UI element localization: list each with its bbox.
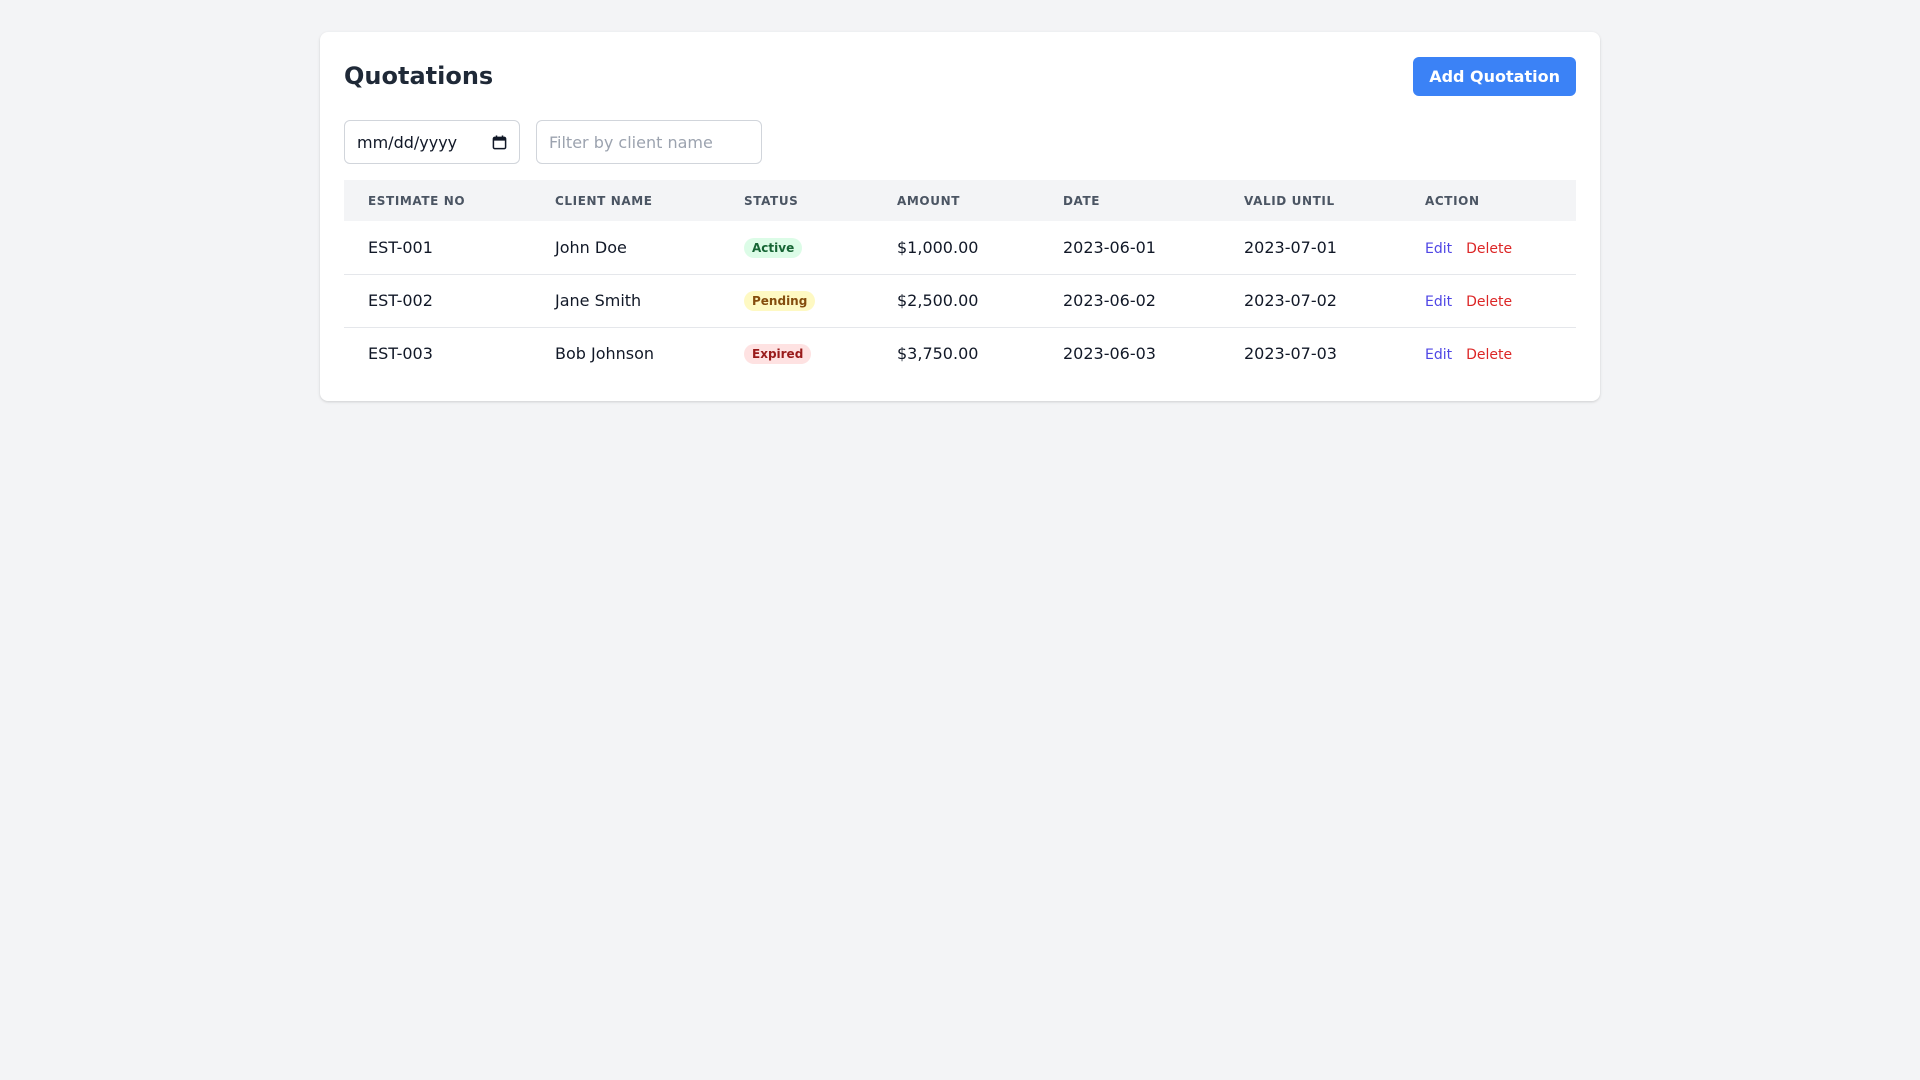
- status-badge: Expired: [744, 344, 812, 365]
- column-header-amount: AMOUNT: [897, 193, 961, 208]
- column-header-client-name: CLIENT NAME: [555, 193, 653, 208]
- table-header-row: ESTIMATE NO CLIENT NAME STATUS AMOUNT DA…: [344, 180, 1576, 221]
- calendar-icon[interactable]: [492, 134, 507, 150]
- amount-cell: $2,500.00: [897, 291, 979, 310]
- filters-bar: mm/dd/yyyy: [344, 120, 1576, 164]
- action-cell: Edit Delete: [1401, 327, 1576, 380]
- card-header: Quotations Add Quotation: [344, 56, 1576, 96]
- action-cell: Edit Delete: [1401, 274, 1576, 327]
- date-cell: 2023-06-03: [1063, 344, 1156, 364]
- add-quotation-button[interactable]: Add Quotation: [1413, 56, 1576, 96]
- client-name-cell: Bob Johnson: [555, 344, 655, 364]
- column-header-action: ACTION: [1425, 193, 1480, 208]
- client-name-filter-input[interactable]: [536, 120, 762, 164]
- date-cell: 2023-06-01: [1063, 237, 1156, 257]
- valid-until-cell: 2023-07-02: [1244, 291, 1337, 310]
- edit-link[interactable]: Edit: [1425, 294, 1453, 310]
- table-row: EST-003 Bob Johnson Expired $3,750.00 20…: [344, 327, 1576, 380]
- page-title: Quotations: [344, 62, 494, 90]
- date-filter-placeholder: mm/dd/yyyy: [357, 132, 458, 152]
- client-name-cell: John Doe: [555, 237, 627, 257]
- delete-link[interactable]: Delete: [1466, 347, 1513, 364]
- action-cell: Edit Delete: [1401, 221, 1576, 274]
- column-header-date: DATE: [1063, 193, 1101, 208]
- table-row: EST-002 Jane Smith Pending $2,500.00 202…: [344, 274, 1576, 327]
- delete-link[interactable]: Delete: [1466, 240, 1513, 257]
- valid-until-cell: 2023-07-01: [1244, 237, 1337, 257]
- estimate-no-cell: EST-002: [368, 291, 433, 310]
- edit-link[interactable]: Edit: [1425, 347, 1453, 364]
- status-badge: Active: [744, 237, 803, 258]
- date-cell: 2023-06-02: [1063, 291, 1156, 310]
- table-row: EST-001 John Doe Active $1,000.00 2023-0…: [344, 221, 1576, 274]
- quotations-card: Quotations Add Quotation mm/dd/yyyy ESTI…: [320, 32, 1600, 401]
- status-cell: Pending: [720, 274, 873, 327]
- column-header-valid-until: VALID UNTIL: [1244, 193, 1335, 208]
- valid-until-cell: 2023-07-03: [1244, 344, 1337, 364]
- status-badge: Pending: [744, 291, 816, 311]
- date-filter-input[interactable]: mm/dd/yyyy: [344, 120, 520, 164]
- column-header-status: STATUS: [744, 193, 799, 208]
- status-cell: Expired: [720, 327, 873, 380]
- estimate-no-cell: EST-003: [368, 344, 433, 364]
- quotations-table: ESTIMATE NO CLIENT NAME STATUS AMOUNT DA…: [344, 180, 1576, 380]
- estimate-no-cell: EST-001: [368, 237, 433, 257]
- status-cell: Active: [720, 221, 873, 274]
- client-name-cell: Jane Smith: [555, 291, 642, 310]
- edit-link[interactable]: Edit: [1425, 240, 1453, 257]
- amount-cell: $1,000.00: [897, 237, 979, 257]
- column-header-estimate-no: ESTIMATE NO: [368, 193, 466, 208]
- delete-link[interactable]: Delete: [1466, 294, 1513, 310]
- amount-cell: $3,750.00: [897, 344, 979, 364]
